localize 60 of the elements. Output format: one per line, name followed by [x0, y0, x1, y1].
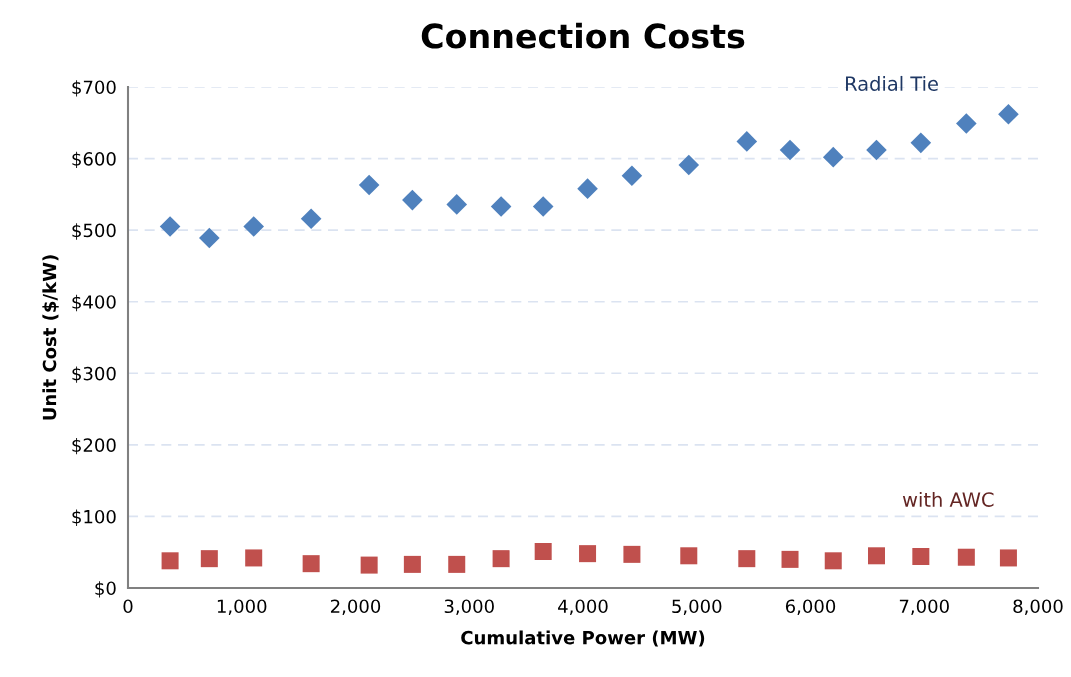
- x-tick-label: 3,000: [444, 599, 494, 615]
- y-tick-label: $400: [72, 294, 116, 312]
- x-axis-title: Cumulative Power (MW): [461, 630, 705, 647]
- x-tick-label: 4,000: [558, 599, 608, 615]
- y-tick-label: $200: [72, 438, 116, 455]
- point: [448, 555, 466, 573]
- point: [824, 552, 842, 570]
- point: [866, 139, 887, 161]
- point: [678, 154, 700, 176]
- point: [781, 550, 799, 568]
- x-tick-label: 2,000: [330, 599, 381, 615]
- x-tick-label: 7,000: [899, 599, 949, 615]
- x-tick-label: 0: [123, 599, 133, 614]
- point: [910, 132, 932, 154]
- point: [161, 552, 179, 570]
- y-tick-label: $600: [72, 151, 116, 169]
- point: [302, 555, 320, 573]
- point: [957, 548, 975, 566]
- point: [360, 556, 378, 574]
- point: [300, 208, 322, 229]
- point: [736, 131, 758, 152]
- point: [492, 550, 510, 568]
- point: [779, 139, 801, 161]
- point: [159, 216, 181, 237]
- y-tick-label: $500: [72, 223, 116, 240]
- series-label: Radial Tie: [846, 75, 938, 91]
- point: [243, 216, 264, 237]
- point: [998, 103, 1019, 125]
- point: [577, 178, 598, 199]
- point: [402, 189, 423, 211]
- point: [956, 113, 977, 134]
- point: [403, 555, 421, 573]
- y-tick-label: $100: [72, 509, 116, 526]
- y-axis-title: Unit Cost ($/kW): [42, 255, 59, 420]
- point: [738, 550, 756, 568]
- chart-title: Connection Costs: [421, 22, 745, 49]
- point: [446, 194, 468, 215]
- point: [999, 549, 1017, 567]
- point: [245, 549, 263, 567]
- point: [532, 196, 554, 217]
- point: [867, 547, 885, 565]
- x-tick-label: 6,000: [785, 599, 836, 615]
- point: [199, 227, 220, 249]
- y-tick-label: $0: [95, 581, 116, 598]
- point: [579, 545, 597, 563]
- point: [680, 547, 698, 565]
- point: [534, 542, 552, 560]
- text: with AWC: [902, 491, 994, 507]
- point: [822, 146, 844, 168]
- x-tick-label: 8,000: [1013, 599, 1063, 615]
- x-tick-label: 5,000: [672, 599, 722, 615]
- point: [358, 174, 380, 196]
- point: [490, 196, 512, 217]
- point: [912, 548, 930, 566]
- point: [623, 545, 641, 563]
- y-tick-label: $300: [72, 366, 116, 383]
- point: [200, 550, 218, 568]
- point: [621, 165, 643, 187]
- x-tick-label: 1,000: [217, 599, 267, 615]
- y-tick-label: $700: [72, 80, 116, 97]
